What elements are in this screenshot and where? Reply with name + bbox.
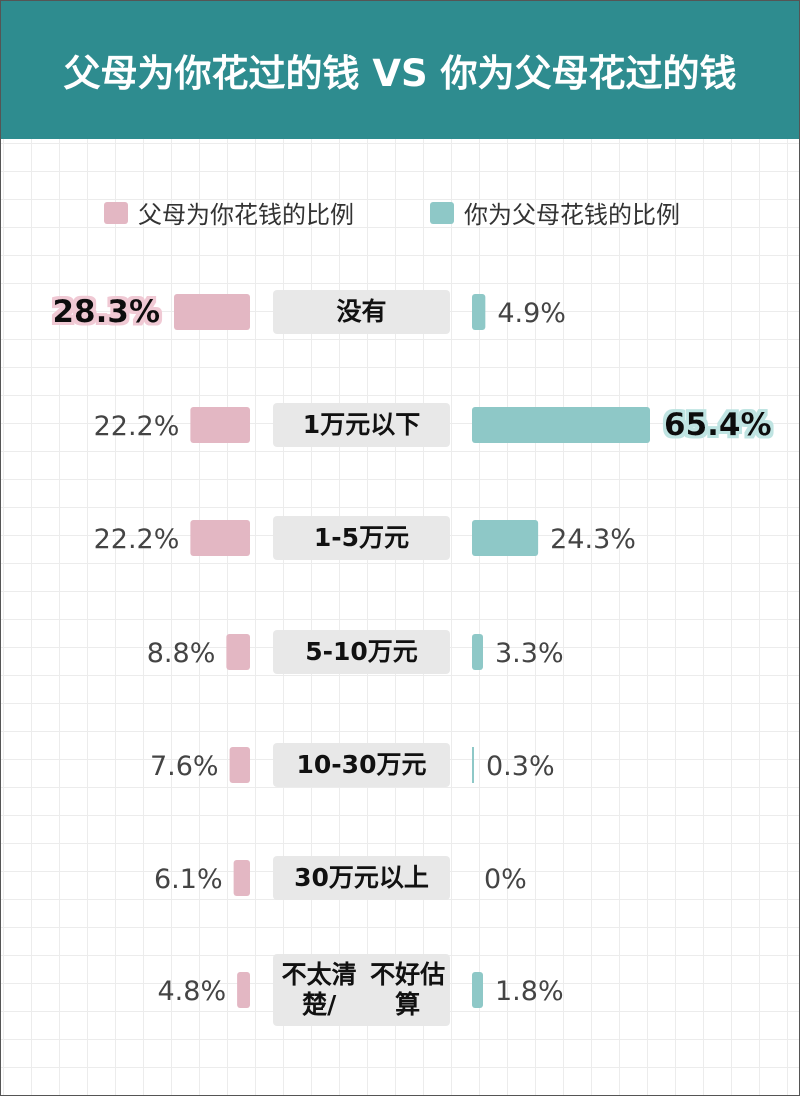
data-label-parents: 22.2% <box>94 411 180 442</box>
page-title: 父母为你花过的钱 VS 你为父母花过的钱 <box>1 1 799 139</box>
data-label-child: 65.4% <box>664 407 772 443</box>
category-label: 10-30万元 <box>273 743 450 787</box>
data-label-parents: 6.1% <box>154 864 223 895</box>
category-label-line: 30万元以上 <box>294 862 429 892</box>
legend-label-parents: 父母为你花钱的比例 <box>138 201 354 229</box>
data-label-parents: 28.3% <box>52 294 160 330</box>
category-label-line: 1-5万元 <box>313 522 410 552</box>
category-label: 不太清楚/不好估算 <box>273 954 450 1026</box>
bar-child <box>472 520 539 556</box>
data-label-parents: 4.8% <box>158 976 227 1007</box>
bar-child <box>472 294 486 330</box>
bar-child <box>472 634 483 670</box>
legend-swatch-child <box>430 201 454 224</box>
data-label-parents: 8.8% <box>147 638 216 669</box>
bar-parents <box>229 747 250 783</box>
category-label: 1-5万元 <box>273 516 450 560</box>
bar-parents <box>190 407 250 443</box>
category-label-line: 1万元以下 <box>302 409 421 439</box>
bar-parents <box>233 860 250 896</box>
category-label-line: 没有 <box>336 296 387 326</box>
bars-layer: 28.3% 4.9% 22.2% 65.4% 22.2% 24.3% 8.8% 3.3% 7.6… <box>52 294 772 1008</box>
category-label-line: 不太清楚/ <box>281 959 357 1020</box>
bar-child <box>472 407 650 443</box>
data-label-child: 1.8% <box>495 976 564 1007</box>
bar-child <box>472 747 474 783</box>
legend-label-child: 你为父母花钱的比例 <box>464 201 680 229</box>
legend-swatch-parents <box>104 201 128 224</box>
bar-parents <box>174 294 250 330</box>
legend-item-parents: 父母为你花钱的比例 <box>104 195 354 230</box>
category-label-line: 10-30万元 <box>296 749 427 779</box>
category-label: 30万元以上 <box>273 856 450 900</box>
legend-item-child: 你为父母花钱的比例 <box>430 195 680 230</box>
data-label-child: 24.3% <box>550 524 636 555</box>
category-label-line: 5-10万元 <box>305 636 418 666</box>
bar-parents <box>237 972 250 1008</box>
category-label: 5-10万元 <box>273 630 450 674</box>
data-label-parents: 7.6% <box>150 751 219 782</box>
bar-parents <box>190 520 250 556</box>
data-label-child: 0% <box>484 864 527 895</box>
data-label-child: 0.3% <box>486 751 555 782</box>
category-label: 没有 <box>273 290 450 334</box>
category-label-line: 不好估算 <box>370 959 446 1020</box>
bar-parents <box>226 634 250 670</box>
data-label-parents: 22.2% <box>94 524 180 555</box>
bar-child <box>472 972 483 1008</box>
data-label-child: 4.9% <box>497 298 566 329</box>
data-label-child: 3.3% <box>495 638 564 669</box>
legend: 父母为你花钱的比例 你为父母花钱的比例 <box>1 189 799 229</box>
category-label: 1万元以下 <box>273 403 450 447</box>
